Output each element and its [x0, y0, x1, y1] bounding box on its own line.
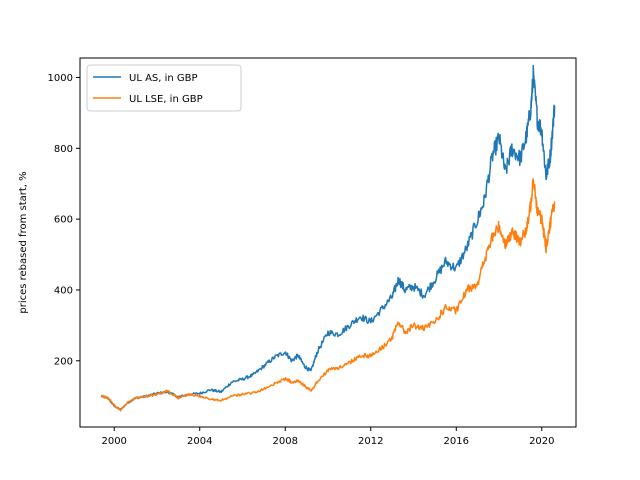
- x-tick-label: 2008: [273, 436, 298, 447]
- legend-label-ul-as: UL AS, in GBP: [129, 73, 198, 84]
- y-axis: 200 400 600 800 1000: [48, 73, 80, 367]
- series-line-ul-as-in-gbp: [100, 64, 556, 411]
- x-tick-label: 2004: [187, 436, 212, 447]
- y-axis-label: prices rebased from start, %: [18, 171, 29, 313]
- x-axis: 2000 2004 2008 2012 2016 2020: [101, 427, 555, 447]
- x-tick-label: 2020: [529, 436, 554, 447]
- legend: UL AS, in GBP UL LSE, in GBP: [86, 64, 242, 112]
- legend-box: [86, 64, 242, 112]
- series-layer: [100, 64, 556, 412]
- plot-frame: [79, 57, 577, 428]
- y-tick-label: 200: [54, 356, 73, 367]
- y-tick-label: 1000: [48, 73, 73, 84]
- y-tick-label: 400: [54, 285, 73, 296]
- legend-label-ul-lse: UL LSE, in GBP: [129, 94, 203, 105]
- x-tick-label: 2016: [444, 436, 469, 447]
- x-tick-label: 2000: [101, 436, 126, 447]
- y-tick-label: 800: [54, 144, 73, 155]
- series-line-ul-lse-in-gbp: [100, 178, 556, 412]
- x-tick-label: 2012: [358, 436, 383, 447]
- y-tick-label: 600: [54, 215, 73, 226]
